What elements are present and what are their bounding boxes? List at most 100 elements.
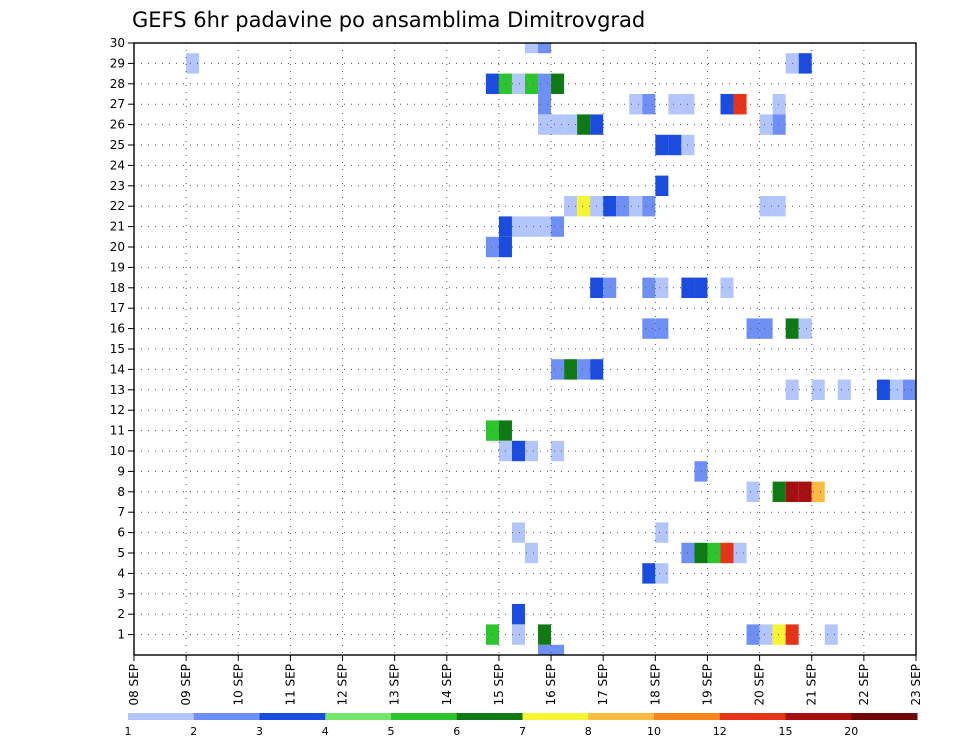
y-tick-label: 19 — [110, 260, 125, 274]
legend-swatch — [325, 713, 392, 720]
y-tick-label: 9 — [117, 464, 125, 478]
x-tick-label: 17 SEP — [596, 664, 610, 706]
legend-label: 2 — [190, 725, 197, 738]
heatmap-cell — [511, 522, 525, 543]
y-tick-label: 23 — [110, 179, 125, 193]
heatmap-cell — [720, 94, 734, 115]
y-tick-label: 26 — [110, 118, 125, 132]
legend-swatch — [128, 713, 195, 720]
chart-title: GEFS 6hr padavine po ansamblima Dimitrov… — [132, 8, 645, 32]
legend-swatch — [193, 713, 260, 720]
legend-label: 20 — [844, 725, 858, 738]
x-tick-label: 14 SEP — [440, 664, 454, 706]
color-legend: 1 2 3 4 5 6 7 8 10 12 15 20 — [125, 713, 918, 738]
heatmap-cell — [603, 196, 617, 217]
y-tick-label: 3 — [117, 587, 125, 601]
heatmap-cell — [538, 624, 552, 645]
y-tick-label: 10 — [110, 444, 125, 458]
heatmap-cell — [485, 420, 499, 441]
heatmap-cell — [538, 43, 552, 54]
heatmap-cell — [902, 379, 916, 400]
heatmap-cell — [551, 114, 565, 135]
legend-label: 6 — [453, 725, 460, 738]
x-tick-label: 12 SEP — [336, 664, 350, 706]
heatmap-cell — [759, 114, 773, 135]
heatmap-cell — [655, 318, 669, 339]
x-tick-label: 15 SEP — [492, 664, 506, 706]
legend-swatch — [522, 713, 589, 720]
heatmap-cell — [551, 216, 565, 237]
y-tick-label: 17 — [110, 301, 125, 315]
y-tick-label: 28 — [110, 77, 125, 91]
grid-lines — [134, 43, 916, 655]
heatmap-cell — [525, 440, 539, 462]
y-tick-label: 14 — [110, 362, 125, 376]
x-tick-label: 19 SEP — [700, 664, 714, 706]
heatmap-cell — [186, 53, 200, 74]
legend-label: 3 — [256, 725, 263, 738]
y-tick-label: 16 — [110, 322, 125, 336]
heatmap-cell — [525, 43, 539, 54]
legend-swatch — [391, 713, 458, 720]
y-tick-label: 24 — [110, 158, 125, 172]
y-tick-label: 4 — [117, 566, 125, 580]
heatmap-cell — [551, 440, 565, 462]
y-tick-label: 13 — [110, 383, 125, 397]
heatmap-cell — [772, 196, 786, 217]
y-tick-label: 7 — [117, 505, 125, 519]
legend-swatch — [851, 713, 918, 720]
heatmap-cell — [603, 277, 617, 298]
heatmap-cell — [733, 542, 747, 564]
x-tick-label: 22 SEP — [857, 664, 871, 706]
heatmap-cell — [511, 624, 525, 645]
heatmap-cell — [538, 216, 552, 237]
legend-label: 8 — [585, 725, 592, 738]
heatmap-cell — [759, 318, 773, 339]
heatmap-cell — [811, 481, 825, 502]
heatmap-cell — [798, 318, 812, 339]
y-tick-label: 18 — [110, 281, 125, 295]
heatmap-cell — [577, 196, 591, 217]
heatmap-cell — [564, 114, 578, 135]
y-tick-label: 25 — [110, 138, 125, 152]
heatmap-cell — [655, 134, 669, 156]
heatmap-cell — [642, 318, 656, 339]
heatmap-cell — [889, 379, 903, 400]
legend-swatch — [785, 713, 852, 720]
legend-label: 15 — [779, 725, 793, 738]
heatmap-cell — [642, 277, 656, 298]
heatmap-cell — [759, 196, 773, 217]
heatmap-cell — [538, 644, 552, 655]
heatmap-cell — [707, 542, 721, 564]
heatmap-cell — [772, 481, 786, 502]
heatmap-cell — [485, 236, 499, 258]
legend-swatch — [259, 713, 326, 720]
x-tick-label: 20 SEP — [753, 664, 767, 706]
legend-swatch — [719, 713, 786, 720]
heatmap-cell — [694, 461, 708, 482]
legend-label: 12 — [713, 725, 727, 738]
heatmap-cell — [525, 216, 539, 237]
heatmap-cell — [525, 73, 539, 94]
y-tick-label: 6 — [117, 526, 125, 540]
heatmap-cell — [694, 542, 708, 564]
heatmap-cell — [616, 196, 630, 217]
y-tick-label: 12 — [110, 403, 125, 417]
heatmap-cell — [759, 624, 773, 645]
heatmap-cell — [511, 440, 525, 462]
heatmap-cell — [577, 359, 591, 380]
heatmap-cell — [655, 277, 669, 298]
heatmap-cell — [668, 134, 682, 156]
heatmap-cell — [511, 216, 525, 237]
heatmap-cell — [798, 53, 812, 74]
heatmap-cell — [485, 73, 499, 94]
y-tick-label: 11 — [110, 424, 125, 438]
y-tick-label: 8 — [117, 485, 125, 499]
heatmap-cell — [772, 114, 786, 135]
legend-label: 10 — [647, 725, 661, 738]
heatmap-cell — [668, 94, 682, 115]
y-tick-label: 27 — [110, 97, 125, 111]
y-tick-label: 22 — [110, 199, 125, 213]
plot-frame — [133, 42, 917, 656]
heatmap-cell — [629, 196, 643, 217]
